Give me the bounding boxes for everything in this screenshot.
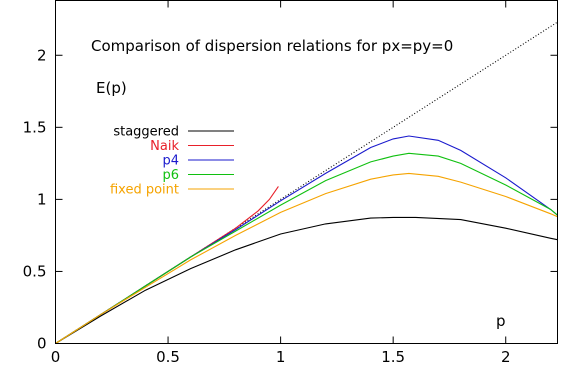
legend-label-staggered: staggered [113,125,179,140]
x-tick-label: 1 [276,348,286,366]
x-axis-label: p [496,312,506,330]
series-line-staggered [55,216,558,344]
legend-label-naik: Naik [150,139,179,154]
y-tick-label: 1.5 [23,118,47,136]
x-tick-label: 0.5 [156,348,180,366]
series-line-fixed-point [55,172,558,344]
legend-label-fixed-point: fixed point [110,183,179,198]
y-tick-label: 1 [37,190,47,208]
y-axis-label: E(p) [96,79,127,97]
chart-title: Comparison of dispersion relations for p… [91,37,453,55]
y-tick-label: 2 [37,46,47,64]
series-line-naik [55,186,279,344]
series-line-p4 [55,135,558,344]
ticks-layer: 0 0.5 1 1.5 2 0 0.5 1 1.5 2 [23,0,558,366]
y-tick-label: 0.5 [23,262,47,280]
series-line-p6 [55,152,558,344]
x-tick-label: 0 [51,348,61,366]
series-layer [55,21,558,344]
legend-label-p6: p6 [162,168,179,183]
plot-frame [55,0,558,344]
x-tick-label: 1.5 [381,348,405,366]
x-tick-label: 2 [501,348,511,366]
y-tick-label: 0 [37,335,47,353]
legend-label-p4: p4 [162,154,179,169]
